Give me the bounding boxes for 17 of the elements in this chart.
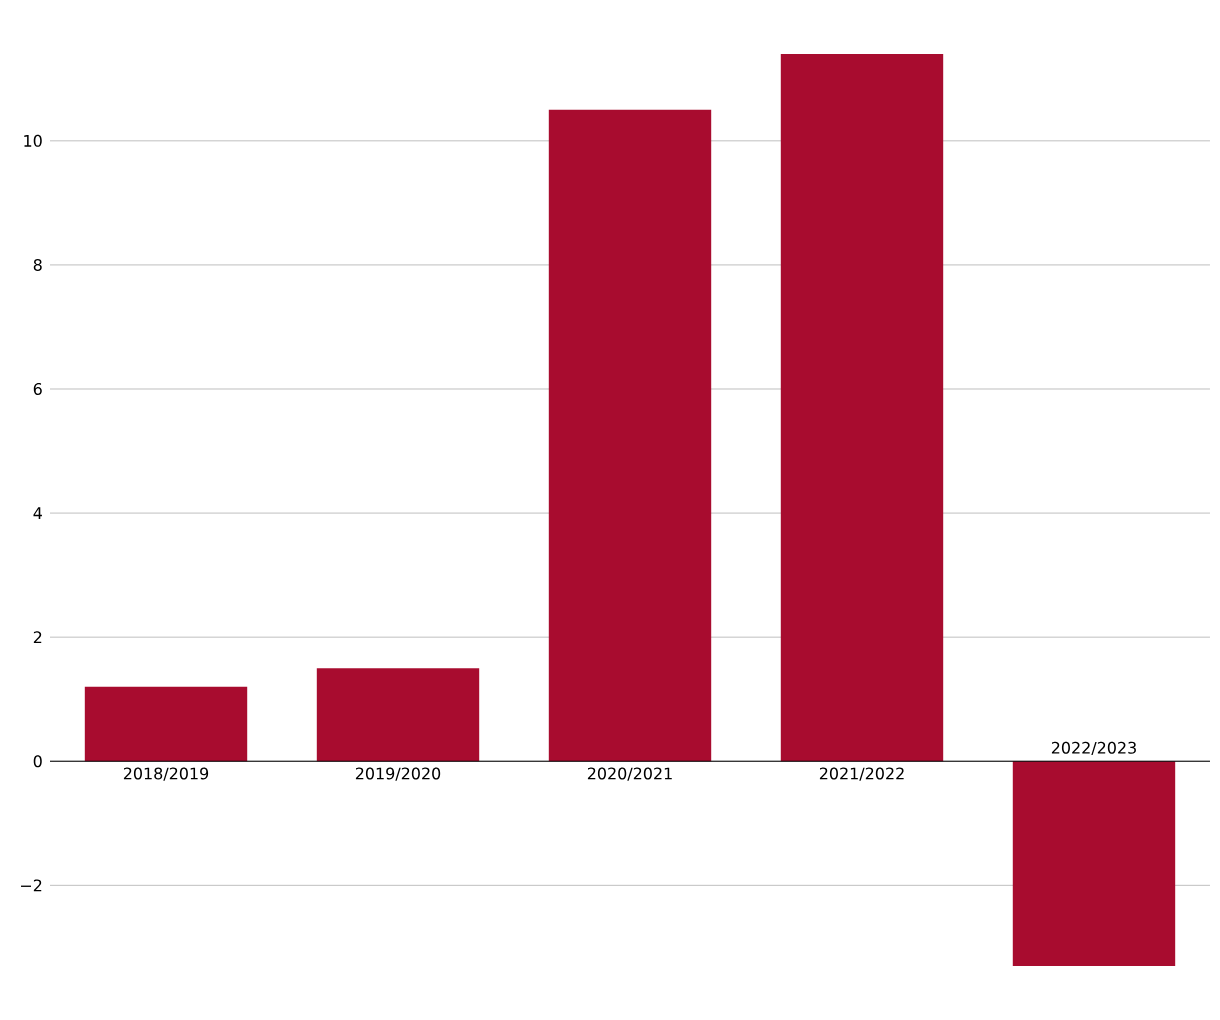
bar bbox=[548, 109, 712, 762]
y-tick-label: 6 bbox=[33, 382, 42, 396]
x-tick-label: 2020/2021 bbox=[587, 767, 672, 781]
y-tick-label: 0 bbox=[33, 755, 42, 768]
y-tick-label: −2 bbox=[21, 879, 42, 892]
bar bbox=[1012, 761, 1176, 966]
x-tick-label: 2019/2020 bbox=[355, 767, 441, 781]
x-tick-label: 2021/2022 bbox=[819, 767, 904, 781]
y-tick-label: 10 bbox=[24, 134, 42, 147]
y-tick-label: 2 bbox=[33, 631, 42, 644]
bar bbox=[780, 53, 944, 762]
y-tick-label: 4 bbox=[33, 507, 42, 519]
bar bbox=[316, 668, 480, 762]
bar bbox=[84, 686, 248, 762]
y-tick-label: 8 bbox=[33, 258, 42, 271]
x-tick-label: 2018/2019 bbox=[123, 767, 209, 781]
x-tick-label: 2022/2023 bbox=[1051, 741, 1136, 756]
